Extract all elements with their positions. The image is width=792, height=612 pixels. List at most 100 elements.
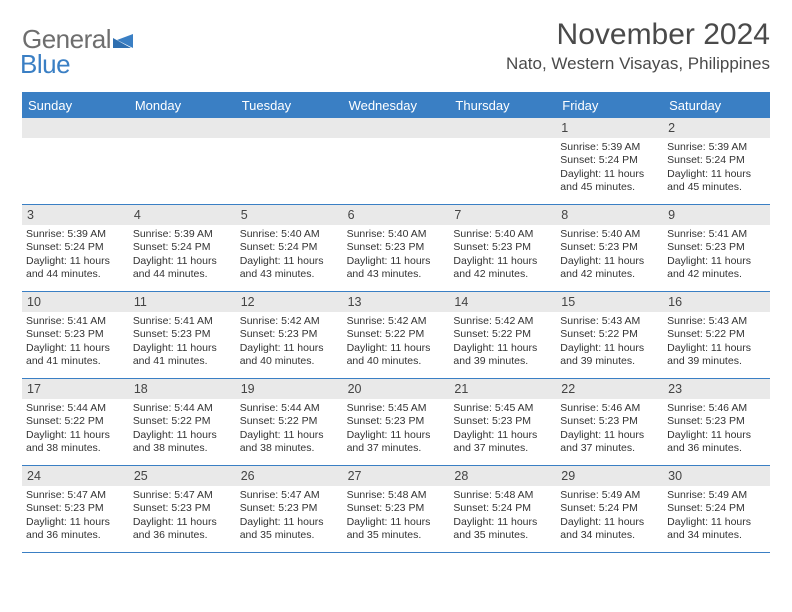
daylight1-text: Daylight: 11 hours — [26, 255, 125, 268]
day-number: 4 — [129, 205, 236, 225]
empty-day-number — [236, 118, 343, 138]
day-number: 22 — [556, 379, 663, 399]
sunrise-text: Sunrise: 5:40 AM — [240, 228, 339, 241]
day-number: 7 — [449, 205, 556, 225]
sunrise-text: Sunrise: 5:44 AM — [240, 402, 339, 415]
daylight1-text: Daylight: 11 hours — [133, 255, 232, 268]
daylight1-text: Daylight: 11 hours — [667, 255, 766, 268]
empty-cell — [22, 118, 129, 204]
daylight1-text: Daylight: 11 hours — [347, 342, 446, 355]
calendar: SundayMondayTuesdayWednesdayThursdayFrid… — [22, 92, 770, 553]
day-cell: 9 Sunrise: 5:41 AMSunset: 5:23 PMDaylight… — [663, 205, 770, 291]
day-number: 13 — [343, 292, 450, 312]
day-header-tuesday: Tuesday — [236, 94, 343, 118]
daylight1-text: Daylight: 11 hours — [240, 255, 339, 268]
daylight2-text: and 44 minutes. — [133, 268, 232, 281]
day-number: 16 — [663, 292, 770, 312]
daylight2-text: and 42 minutes. — [453, 268, 552, 281]
daylight2-text: and 36 minutes. — [667, 442, 766, 455]
day-cell: 21Sunrise: 5:45 AMSunset: 5:23 PMDayligh… — [449, 379, 556, 465]
daylight2-text: and 39 minutes. — [667, 355, 766, 368]
day-cell: 13 Sunrise: 5:42 AMSunset: 5:22 PMDayligh… — [343, 292, 450, 378]
empty-day-number — [129, 118, 236, 138]
sunset-text: Sunset: 5:24 PM — [560, 154, 659, 167]
daylight1-text: Daylight: 11 hours — [240, 429, 339, 442]
day-cell: 12Sunrise: 5:42 AMSunset: 5:23 PMDayligh… — [236, 292, 343, 378]
sunrise-text: Sunrise: 5:45 AM — [347, 402, 446, 415]
sunrise-text: Sunrise: 5:41 AM — [133, 315, 232, 328]
sunset-text: Sunset: 5:22 PM — [347, 328, 446, 341]
sunrise-text: Sunrise: 5:39 AM — [133, 228, 232, 241]
daylight1-text: Daylight: 11 hours — [560, 429, 659, 442]
sunrise-text: Sunrise: 5:44 AM — [133, 402, 232, 415]
day-number: 5 — [236, 205, 343, 225]
sunset-text: Sunset: 5:23 PM — [347, 502, 446, 515]
empty-cell — [129, 118, 236, 204]
daylight2-text: and 38 minutes. — [240, 442, 339, 455]
daylight1-text: Daylight: 11 hours — [560, 168, 659, 181]
daylight1-text: Daylight: 11 hours — [133, 516, 232, 529]
empty-day-number — [343, 118, 450, 138]
daylight2-text: and 40 minutes. — [347, 355, 446, 368]
day-number: 29 — [556, 466, 663, 486]
day-number: 10 — [22, 292, 129, 312]
empty-cell — [236, 118, 343, 204]
day-cell: 10Sunrise: 5:41 AMSunset: 5:23 PMDayligh… — [22, 292, 129, 378]
logo-text: General Blue — [22, 24, 137, 86]
day-number: 1 — [556, 118, 663, 138]
day-number: 2 — [663, 118, 770, 138]
sunrise-text: Sunrise: 5:47 AM — [26, 489, 125, 502]
day-number: 21 — [449, 379, 556, 399]
day-cell: 20Sunrise: 5:45 AMSunset: 5:23 PMDayligh… — [343, 379, 450, 465]
header: General Blue November 2024 Nato, Western… — [22, 18, 770, 86]
daylight2-text: and 35 minutes. — [453, 529, 552, 542]
sunrise-text: Sunrise: 5:43 AM — [667, 315, 766, 328]
sunset-text: Sunset: 5:24 PM — [240, 241, 339, 254]
daylight1-text: Daylight: 11 hours — [667, 168, 766, 181]
daylight2-text: and 43 minutes. — [347, 268, 446, 281]
day-cell: 30Sunrise: 5:49 AMSunset: 5:24 PMDayligh… — [663, 466, 770, 552]
sunset-text: Sunset: 5:23 PM — [667, 415, 766, 428]
sunrise-text: Sunrise: 5:46 AM — [667, 402, 766, 415]
sunrise-text: Sunrise: 5:44 AM — [26, 402, 125, 415]
sunset-text: Sunset: 5:22 PM — [560, 328, 659, 341]
daylight2-text: and 44 minutes. — [26, 268, 125, 281]
daylight1-text: Daylight: 11 hours — [26, 342, 125, 355]
day-cell: 1Sunrise: 5:39 AMSunset: 5:24 PMDaylight… — [556, 118, 663, 204]
daylight2-text: and 34 minutes. — [560, 529, 659, 542]
daylight2-text: and 39 minutes. — [560, 355, 659, 368]
day-number: 8 — [556, 205, 663, 225]
daylight2-text: and 42 minutes. — [560, 268, 659, 281]
sunset-text: Sunset: 5:23 PM — [560, 415, 659, 428]
sunrise-text: Sunrise: 5:42 AM — [347, 315, 446, 328]
daylight2-text: and 41 minutes. — [133, 355, 232, 368]
day-cell: 14Sunrise: 5:42 AMSunset: 5:22 PMDayligh… — [449, 292, 556, 378]
sunrise-text: Sunrise: 5:39 AM — [26, 228, 125, 241]
sunset-text: Sunset: 5:23 PM — [133, 502, 232, 515]
daylight2-text: and 35 minutes. — [240, 529, 339, 542]
daylight1-text: Daylight: 11 hours — [133, 342, 232, 355]
sunrise-text: Sunrise: 5:41 AM — [667, 228, 766, 241]
day-number: 27 — [343, 466, 450, 486]
sunset-text: Sunset: 5:23 PM — [667, 241, 766, 254]
day-header-row: SundayMondayTuesdayWednesdayThursdayFrid… — [22, 94, 770, 118]
day-number: 26 — [236, 466, 343, 486]
day-cell: 7Sunrise: 5:40 AMSunset: 5:23 PMDaylight… — [449, 205, 556, 291]
sunrise-text: Sunrise: 5:46 AM — [560, 402, 659, 415]
day-number: 28 — [449, 466, 556, 486]
month-title: November 2024 — [506, 18, 770, 52]
daylight1-text: Daylight: 11 hours — [560, 516, 659, 529]
daylight1-text: Daylight: 11 hours — [453, 429, 552, 442]
daylight1-text: Daylight: 11 hours — [240, 342, 339, 355]
daylight2-text: and 38 minutes. — [26, 442, 125, 455]
day-cell: 19Sunrise: 5:44 AMSunset: 5:22 PMDayligh… — [236, 379, 343, 465]
day-header-monday: Monday — [129, 94, 236, 118]
sunset-text: Sunset: 5:24 PM — [667, 502, 766, 515]
day-number: 6 — [343, 205, 450, 225]
day-number: 12 — [236, 292, 343, 312]
day-number: 9 — [663, 205, 770, 225]
sunrise-text: Sunrise: 5:48 AM — [453, 489, 552, 502]
day-header-thursday: Thursday — [449, 94, 556, 118]
daylight2-text: and 41 minutes. — [26, 355, 125, 368]
sunrise-text: Sunrise: 5:45 AM — [453, 402, 552, 415]
